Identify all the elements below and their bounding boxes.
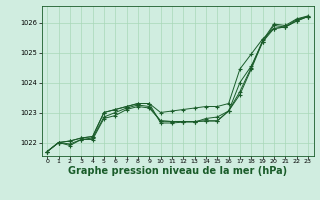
X-axis label: Graphe pression niveau de la mer (hPa): Graphe pression niveau de la mer (hPa) xyxy=(68,166,287,176)
